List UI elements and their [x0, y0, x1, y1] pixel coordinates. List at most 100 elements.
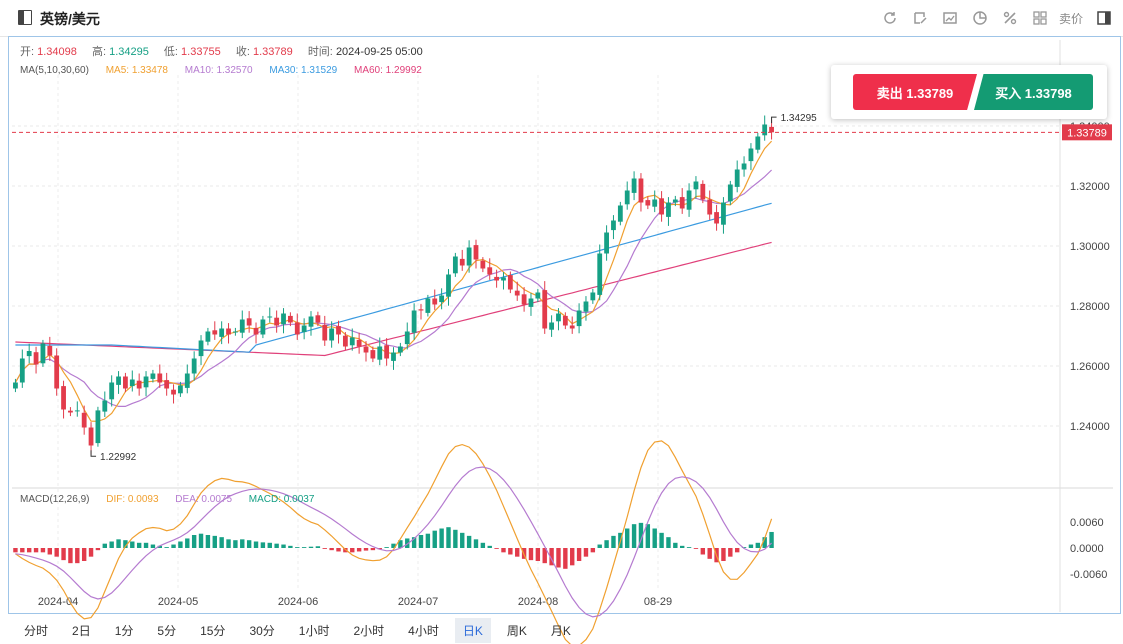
candle-body [287, 315, 293, 323]
period-tab-2h[interactable]: 2小时 [353, 624, 385, 638]
trade-box: 卖出 1.33789 买入 1.33798 [831, 65, 1107, 119]
candle-body [150, 373, 156, 379]
ma-label: MA(5,10,30,60) [20, 65, 89, 76]
candle-body [459, 258, 465, 266]
macd-bar [583, 548, 589, 557]
macd-bar [246, 540, 252, 548]
pie-icon[interactable] [971, 9, 989, 27]
macd-bar [446, 527, 451, 548]
macd-bar [528, 548, 534, 561]
candle-body [143, 376, 149, 388]
candle-body [604, 232, 609, 254]
macd-bar [301, 547, 307, 548]
period-tab-daily[interactable]: 日K [454, 618, 491, 643]
candle-body [480, 260, 486, 269]
period-tab-5m[interactable]: 5分 [157, 624, 177, 638]
ma30-line [15, 202, 772, 353]
candle-body [446, 274, 451, 297]
candle-body [356, 339, 362, 347]
macd-bar [748, 544, 754, 548]
macd-bar [281, 544, 286, 548]
macd-bar [267, 542, 272, 548]
candle-body [507, 275, 513, 290]
period-tab-monthly[interactable]: 月K [550, 624, 571, 638]
macd-bar [253, 541, 259, 548]
period-tab-4h[interactable]: 4小时 [408, 624, 439, 638]
candle-body [260, 319, 266, 335]
macd-bar [398, 540, 403, 548]
candle-body [542, 290, 548, 329]
candle-body [549, 322, 554, 330]
macd-bar [755, 542, 761, 548]
period-tab-15m[interactable]: 15分 [200, 624, 226, 638]
grid-icon[interactable] [1031, 9, 1049, 27]
period-tab-30m[interactable]: 30分 [249, 624, 275, 638]
candle-body [425, 298, 431, 313]
candle-body [521, 294, 527, 305]
buy-button[interactable]: 买入 1.33798 [974, 74, 1093, 110]
candle-body [54, 355, 60, 389]
candle-body [81, 412, 87, 428]
macd-bar [480, 542, 486, 548]
sell-button[interactable]: 卖出 1.33789 [853, 74, 977, 110]
ma-legend: MA(5,10,30,60) MA5: 1.33478 MA10: 1.3257… [20, 65, 436, 76]
price-tick-label: 1.32000 [1070, 181, 1110, 193]
macd-bar [164, 547, 169, 548]
candle-body [205, 331, 211, 342]
macd-bar [535, 548, 541, 561]
price-tick-label: 1.24000 [1070, 421, 1110, 433]
period-tab-1h[interactable]: 1小时 [298, 624, 330, 638]
low-marker-label: 1.22992 [100, 452, 137, 463]
macd-bar [54, 548, 59, 557]
price-tick-label: 1.30000 [1070, 241, 1110, 253]
refresh-icon[interactable] [881, 9, 899, 27]
macd-bar [33, 548, 39, 553]
candle-body [727, 184, 733, 202]
macd-bar [762, 537, 767, 548]
candle-body [157, 373, 163, 383]
candle-body [19, 358, 25, 383]
candle-body [404, 331, 410, 345]
period-tab-weekly[interactable]: 周K [506, 624, 527, 638]
macd-bar [576, 548, 582, 561]
sidebar-toggle-icon[interactable] [18, 10, 32, 25]
toolbar: 卖价 [869, 8, 1113, 28]
candle-body [74, 410, 80, 412]
macd-bar [549, 548, 554, 566]
candle-body [219, 328, 225, 337]
macd-bar [130, 541, 135, 548]
candle-body [239, 319, 245, 333]
candle-body [315, 315, 321, 323]
macd-bar [26, 548, 32, 553]
macd-bar [563, 548, 568, 569]
panel-toggle-icon[interactable] [1095, 9, 1113, 27]
period-tab-2d[interactable]: 2日 [72, 624, 91, 638]
macd-bar [40, 548, 46, 553]
macd-bar [288, 545, 293, 548]
draw-icon[interactable] [911, 9, 929, 27]
candle-body [652, 199, 658, 207]
macd-bar [205, 535, 211, 548]
candle-body [501, 277, 506, 281]
period-tab-fenshi[interactable]: 分时 [24, 624, 49, 638]
page-title: 英镑/美元 [40, 11, 100, 27]
candle-body [281, 313, 286, 325]
chart-type-icon[interactable] [941, 9, 959, 27]
candle-body [226, 328, 231, 335]
macd-bar [542, 548, 547, 564]
current-price-label: 1.33789 [1067, 127, 1107, 139]
macd-bar [356, 548, 362, 552]
candle-body [178, 385, 183, 394]
candle-body [274, 317, 280, 326]
period-tab-1m[interactable]: 1分 [114, 624, 134, 638]
price-type-label[interactable]: 卖价 [1058, 11, 1083, 26]
macd-bar [473, 539, 479, 548]
dea-line [15, 466, 772, 618]
macd-bar [191, 535, 197, 548]
percent-icon[interactable] [1001, 9, 1019, 27]
macd-bar [233, 540, 238, 548]
macd-bar [322, 548, 327, 549]
candle-body [514, 290, 520, 296]
candle-body [535, 292, 541, 299]
